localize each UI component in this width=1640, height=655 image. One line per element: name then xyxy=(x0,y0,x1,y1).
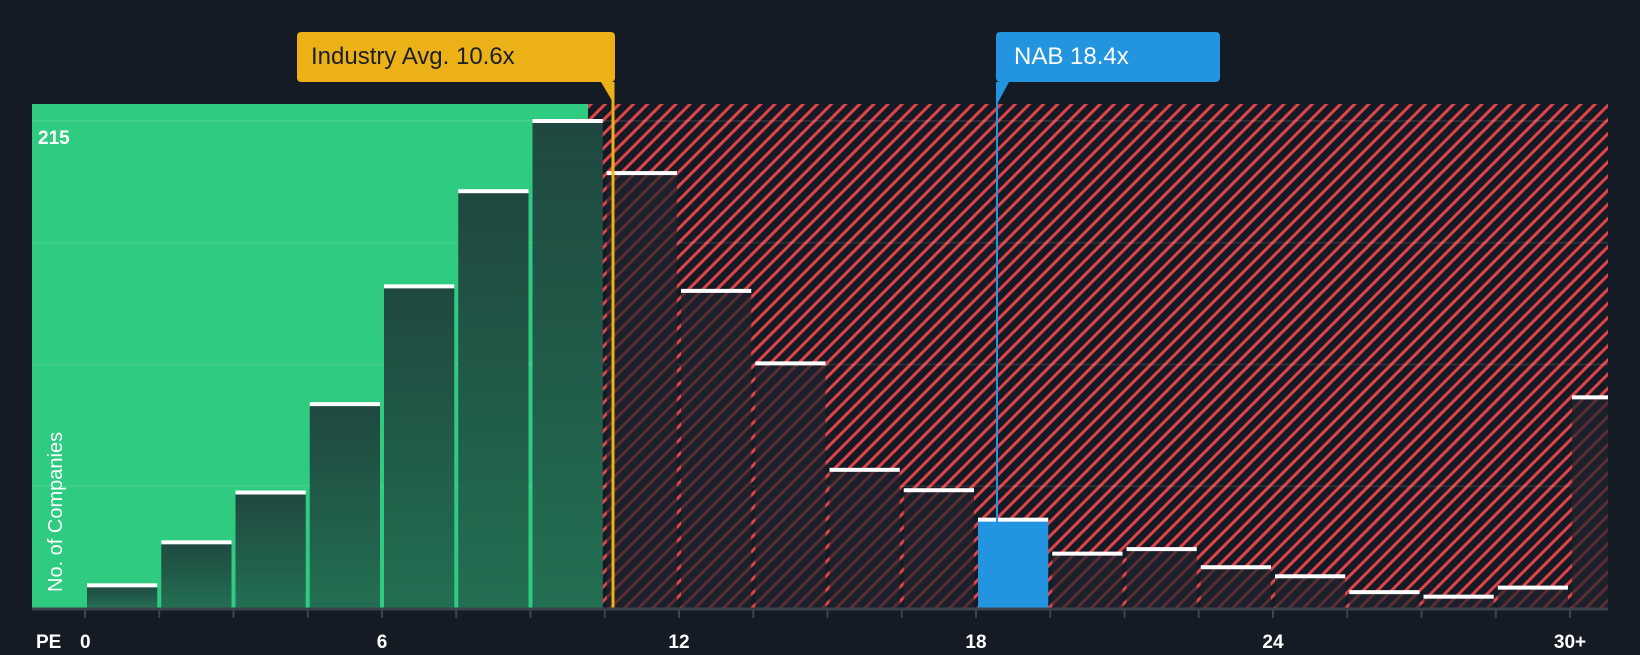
histogram-bar xyxy=(1349,590,1420,608)
x-tick-label: 0 xyxy=(80,632,91,650)
bar-cap xyxy=(458,189,529,194)
bar-cap xyxy=(235,490,306,495)
histogram-bar xyxy=(235,490,306,608)
bar-cap xyxy=(161,540,232,545)
histogram-bars xyxy=(87,119,1608,609)
histogram-bar xyxy=(755,361,826,608)
bar-cap xyxy=(87,583,158,588)
industry-average-label: Industry Avg. 10.6x xyxy=(311,43,515,70)
histogram-bar xyxy=(1275,574,1346,608)
bar-cap xyxy=(681,288,752,293)
company-pe-label: NAB 18.4x xyxy=(1014,43,1129,70)
bar-cap xyxy=(1497,585,1568,590)
bar-cap xyxy=(1275,574,1346,579)
company-pe-badge: NAB 18.4x xyxy=(996,32,1220,82)
bar-cap xyxy=(1200,565,1271,570)
histogram-bar xyxy=(1423,594,1494,608)
bar-cap xyxy=(606,171,677,176)
x-tick-label: 6 xyxy=(377,632,388,650)
bar-cap xyxy=(309,402,380,407)
bar-cap xyxy=(1423,594,1494,599)
histogram-bar xyxy=(1572,395,1608,608)
x-tick-label: 18 xyxy=(965,632,986,650)
histogram-bar xyxy=(606,171,677,609)
bar-cap xyxy=(1126,547,1197,552)
histogram-bar xyxy=(978,517,1049,608)
bar-cap xyxy=(384,284,455,289)
bar-cap xyxy=(1572,395,1608,400)
histogram-bar xyxy=(458,189,529,608)
y-axis-title: No. of Companies xyxy=(45,432,67,592)
histogram-bar xyxy=(1052,551,1123,608)
bar-cap xyxy=(1349,590,1420,595)
y-max-label: 215 xyxy=(38,128,70,149)
histogram-bar xyxy=(161,540,232,608)
bar-cap xyxy=(978,517,1049,522)
x-tick-label: 12 xyxy=(668,632,689,650)
histogram-bar xyxy=(829,467,900,608)
histogram-bar xyxy=(309,402,380,608)
histogram-bar xyxy=(384,284,455,608)
x-tick-label: 24 xyxy=(1262,632,1284,650)
x-tick-label: 30+ xyxy=(1554,632,1586,650)
bar-cap xyxy=(829,467,900,472)
average-markers xyxy=(601,82,1009,608)
industry-badge-pointer xyxy=(601,82,614,104)
company-badge-pointer xyxy=(996,82,1009,106)
bar-cap xyxy=(755,361,826,366)
x-axis-title: PE xyxy=(36,632,61,650)
bar-cap xyxy=(903,488,974,493)
histogram-bar xyxy=(1200,565,1271,608)
histogram-bar xyxy=(681,288,752,608)
x-axis: 0 6 12 18 24 30+ xyxy=(32,607,1608,653)
histogram-bar xyxy=(1497,585,1568,608)
histogram-bar xyxy=(532,119,603,608)
industry-average-badge: Industry Avg. 10.6x xyxy=(297,32,615,82)
histogram-bar xyxy=(87,583,158,608)
histogram-bar xyxy=(1126,547,1197,608)
histogram-bar xyxy=(903,488,974,608)
bar-cap xyxy=(1052,551,1123,556)
bar-cap xyxy=(532,119,603,123)
